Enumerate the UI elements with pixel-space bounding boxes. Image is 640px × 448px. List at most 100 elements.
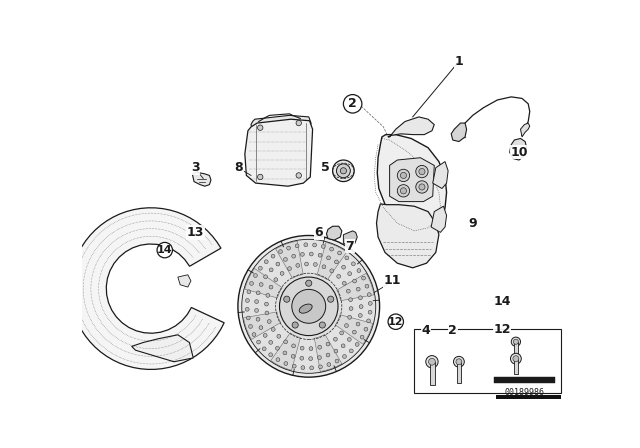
Circle shape bbox=[334, 349, 338, 353]
Circle shape bbox=[257, 125, 263, 130]
Polygon shape bbox=[433, 162, 448, 189]
Circle shape bbox=[296, 121, 301, 126]
Circle shape bbox=[330, 247, 333, 251]
Circle shape bbox=[335, 260, 339, 264]
Circle shape bbox=[300, 356, 304, 360]
Circle shape bbox=[271, 327, 275, 332]
Circle shape bbox=[326, 256, 330, 260]
Circle shape bbox=[416, 181, 428, 193]
FancyBboxPatch shape bbox=[414, 329, 561, 392]
Text: 3: 3 bbox=[191, 161, 200, 174]
Circle shape bbox=[238, 236, 380, 377]
Circle shape bbox=[314, 263, 317, 267]
FancyBboxPatch shape bbox=[513, 359, 518, 374]
Circle shape bbox=[454, 356, 464, 367]
Circle shape bbox=[301, 366, 305, 370]
Circle shape bbox=[284, 296, 290, 302]
Polygon shape bbox=[244, 312, 281, 340]
Circle shape bbox=[351, 262, 355, 266]
Circle shape bbox=[367, 319, 371, 323]
Polygon shape bbox=[271, 333, 300, 370]
Circle shape bbox=[344, 323, 348, 327]
Circle shape bbox=[357, 269, 361, 272]
Circle shape bbox=[328, 296, 334, 302]
Circle shape bbox=[401, 172, 406, 178]
Polygon shape bbox=[493, 377, 555, 383]
Circle shape bbox=[321, 245, 325, 248]
FancyBboxPatch shape bbox=[515, 342, 518, 356]
Circle shape bbox=[292, 322, 298, 328]
Polygon shape bbox=[451, 123, 467, 142]
Circle shape bbox=[345, 256, 349, 260]
Polygon shape bbox=[70, 208, 224, 370]
Circle shape bbox=[365, 284, 369, 288]
Text: 13: 13 bbox=[187, 226, 204, 239]
Polygon shape bbox=[344, 231, 357, 246]
Circle shape bbox=[280, 271, 284, 276]
Circle shape bbox=[360, 335, 364, 339]
Circle shape bbox=[309, 347, 313, 350]
Circle shape bbox=[349, 298, 353, 302]
Polygon shape bbox=[388, 117, 435, 137]
Circle shape bbox=[280, 277, 338, 336]
Circle shape bbox=[287, 267, 291, 271]
Polygon shape bbox=[178, 275, 191, 287]
Circle shape bbox=[259, 266, 262, 270]
Polygon shape bbox=[509, 138, 527, 160]
Text: 6: 6 bbox=[314, 226, 323, 239]
Text: 00189986: 00189986 bbox=[504, 388, 545, 397]
Circle shape bbox=[296, 173, 301, 178]
Text: 2: 2 bbox=[449, 324, 457, 337]
Circle shape bbox=[356, 287, 360, 291]
Circle shape bbox=[277, 334, 281, 338]
Circle shape bbox=[358, 296, 362, 300]
Circle shape bbox=[274, 278, 278, 282]
Polygon shape bbox=[326, 226, 342, 240]
Circle shape bbox=[248, 324, 252, 328]
Circle shape bbox=[269, 268, 273, 272]
Circle shape bbox=[511, 337, 520, 346]
Circle shape bbox=[349, 306, 353, 310]
Circle shape bbox=[276, 358, 280, 362]
Circle shape bbox=[358, 314, 362, 317]
Circle shape bbox=[262, 347, 266, 351]
Circle shape bbox=[322, 265, 326, 269]
Circle shape bbox=[356, 322, 360, 326]
Ellipse shape bbox=[299, 304, 312, 313]
Polygon shape bbox=[193, 172, 211, 186]
Circle shape bbox=[292, 289, 326, 323]
Circle shape bbox=[246, 316, 250, 320]
Circle shape bbox=[313, 243, 317, 247]
Circle shape bbox=[349, 349, 353, 353]
Circle shape bbox=[292, 254, 296, 258]
Circle shape bbox=[257, 340, 260, 344]
Circle shape bbox=[291, 354, 295, 358]
Circle shape bbox=[318, 345, 322, 349]
Circle shape bbox=[309, 252, 313, 256]
Circle shape bbox=[397, 169, 410, 181]
Circle shape bbox=[284, 340, 287, 344]
Circle shape bbox=[253, 274, 257, 277]
Circle shape bbox=[397, 185, 410, 197]
Polygon shape bbox=[378, 134, 447, 229]
Circle shape bbox=[287, 246, 291, 250]
FancyBboxPatch shape bbox=[456, 362, 461, 383]
Circle shape bbox=[513, 339, 518, 344]
Circle shape bbox=[364, 327, 368, 331]
Circle shape bbox=[296, 263, 300, 267]
Circle shape bbox=[276, 262, 280, 266]
Circle shape bbox=[348, 337, 351, 341]
Circle shape bbox=[341, 344, 345, 348]
Circle shape bbox=[259, 283, 263, 286]
Circle shape bbox=[348, 272, 351, 276]
Circle shape bbox=[268, 319, 271, 323]
Circle shape bbox=[306, 280, 312, 286]
Circle shape bbox=[326, 342, 330, 346]
Circle shape bbox=[335, 359, 339, 363]
Circle shape bbox=[342, 265, 346, 269]
Text: 7: 7 bbox=[345, 240, 354, 253]
Circle shape bbox=[269, 353, 273, 357]
Circle shape bbox=[353, 279, 356, 283]
Polygon shape bbox=[376, 204, 439, 268]
Polygon shape bbox=[335, 314, 372, 345]
